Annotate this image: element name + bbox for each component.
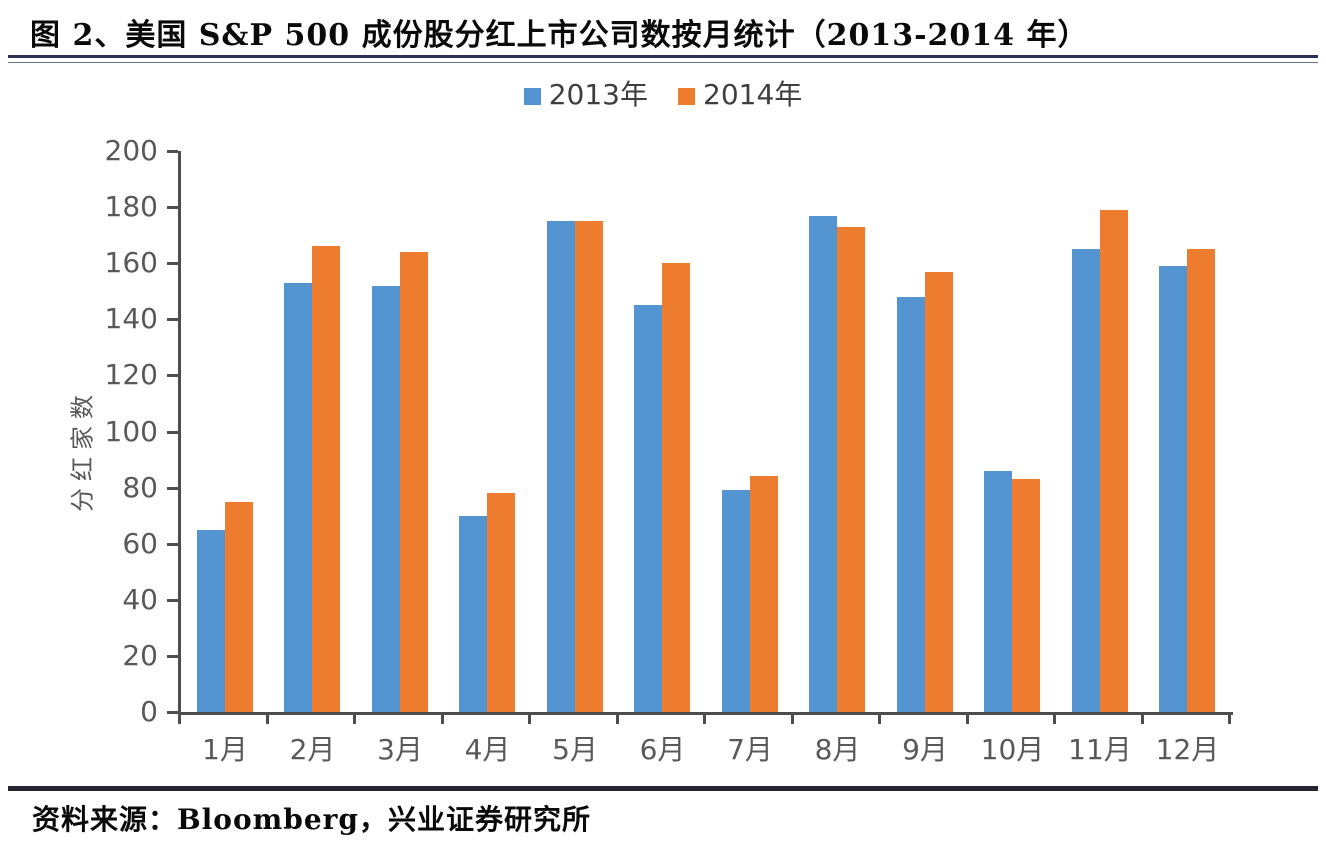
bar-group-9月	[881, 151, 969, 712]
footer-divider	[8, 786, 1318, 791]
x-axis-label: 11月	[1068, 733, 1132, 766]
bar-group-4月	[444, 151, 532, 712]
bar-group-1月	[181, 151, 269, 712]
figure-title: 图 2、美国 S&P 500 成份股分红上市公司数按月统计（2013-2014 …	[30, 18, 1089, 53]
bar-2014-3月	[399, 251, 428, 712]
y-tick-label: 60	[122, 526, 158, 560]
y-tick-mark	[167, 318, 178, 322]
y-tick-label: 100	[104, 414, 158, 448]
y-tick-label: 0	[140, 695, 158, 728]
y-tick-mark	[167, 486, 178, 490]
bar-group-2月	[269, 151, 357, 712]
legend-item-2013: 2013年	[523, 78, 648, 111]
bar-2014-5月	[574, 221, 603, 712]
x-axis-label: 4月	[464, 733, 511, 766]
title-divider	[8, 55, 1318, 63]
x-axis-label: 2月	[289, 733, 336, 766]
y-tick-mark	[167, 374, 178, 378]
x-axis-line	[178, 712, 1233, 715]
x-axis-label: 12月	[1155, 733, 1220, 766]
bar-2014-2月	[312, 246, 341, 712]
y-tick-label: 180	[104, 190, 158, 224]
y-tick-label: 20	[122, 638, 158, 672]
bar-2014-4月	[487, 493, 516, 712]
y-tick-mark	[167, 262, 178, 266]
x-axis-label: 5月	[552, 733, 598, 766]
y-tick-label: 160	[104, 246, 158, 280]
bar-2014-11月	[1099, 209, 1128, 712]
bar-group-11月	[1056, 151, 1144, 712]
x-tick-mark	[353, 715, 356, 724]
bar-group-5月	[531, 151, 619, 712]
bar-2013-10月	[984, 470, 1013, 712]
x-tick-mark	[440, 715, 444, 724]
x-tick-mark	[265, 715, 269, 724]
x-tick-mark	[615, 715, 619, 724]
x-tick-mark	[1053, 715, 1056, 724]
bar-2013-8月	[809, 215, 838, 712]
bar-2013-7月	[721, 490, 750, 712]
x-axis-label: 1月	[202, 733, 248, 766]
y-tick-mark	[167, 654, 178, 658]
y-tick-label: 200	[104, 134, 158, 167]
bar-group-3月	[356, 151, 444, 712]
bar-group-12月	[1144, 151, 1232, 712]
bar-2013-4月	[459, 515, 488, 712]
x-axis-label: 7月	[727, 733, 773, 766]
x-axis-label: 10月	[980, 733, 1045, 766]
bar-group-6月	[619, 151, 707, 712]
x-tick-mark	[178, 715, 181, 724]
bar-2013-9月	[896, 296, 925, 712]
bar-2014-7月	[749, 476, 778, 712]
bar-2014-8月	[837, 226, 866, 712]
legend-swatch-icon	[678, 87, 695, 105]
y-tick-mark	[167, 711, 178, 714]
x-tick-mark	[703, 715, 706, 724]
bar-2013-1月	[196, 529, 225, 712]
bar-group-7月	[706, 151, 794, 712]
x-tick-mark	[528, 715, 531, 724]
y-tick-mark	[167, 430, 178, 434]
legend-swatch-icon	[523, 87, 541, 105]
x-axis-label: 9月	[902, 733, 948, 766]
chart-legend: 2013年 2014年	[0, 80, 1326, 110]
x-axis-label: 8月	[814, 733, 861, 766]
y-tick-label: 40	[122, 582, 158, 616]
legend-item-2014: 2014年	[678, 80, 802, 110]
y-axis-line	[178, 151, 181, 713]
x-tick-mark	[1228, 715, 1231, 724]
y-tick-mark	[167, 150, 178, 153]
y-tick-mark	[167, 598, 178, 602]
x-tick-mark	[1140, 715, 1144, 724]
legend-label: 2013年	[548, 78, 648, 111]
bar-group-10月	[969, 151, 1057, 712]
plot-area	[181, 151, 1231, 712]
y-tick-label: 120	[104, 358, 158, 392]
legend-label: 2014年	[703, 78, 803, 111]
bar-2014-10月	[1012, 479, 1041, 712]
bar-2013-11月	[1071, 249, 1100, 712]
y-tick-label: 80	[122, 470, 158, 504]
bar-2014-1月	[224, 501, 253, 712]
source-note: 资料来源：Bloomberg，兴业证券研究所	[32, 803, 592, 836]
bar-2014-12月	[1187, 249, 1216, 712]
x-tick-mark	[790, 715, 794, 724]
x-axis-label: 3月	[377, 733, 423, 766]
bar-2013-6月	[634, 305, 663, 712]
y-tick-label: 140	[104, 302, 158, 336]
bar-2014-9月	[924, 271, 953, 712]
bar-2013-5月	[546, 221, 575, 712]
x-axis-label: 6月	[639, 733, 686, 766]
x-tick-mark	[878, 715, 881, 724]
x-tick-mark	[965, 715, 969, 724]
bar-2014-6月	[662, 263, 691, 712]
bar-2013-3月	[371, 285, 400, 712]
y-tick-mark	[167, 206, 178, 210]
bar-2013-12月	[1159, 266, 1188, 712]
bar-2013-2月	[284, 282, 313, 712]
bar-group-8月	[794, 151, 882, 712]
y-tick-mark	[167, 542, 178, 546]
